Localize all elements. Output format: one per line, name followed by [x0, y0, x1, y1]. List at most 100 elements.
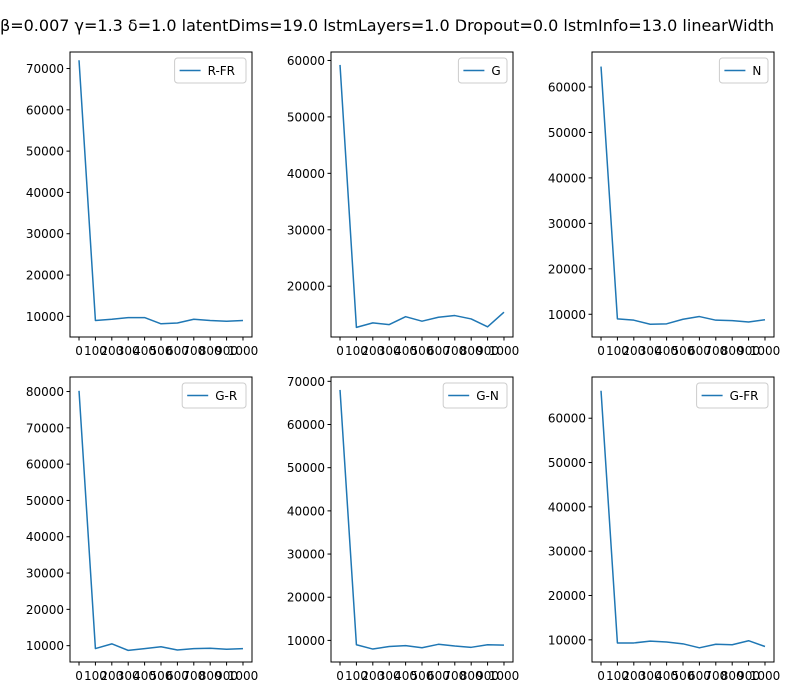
subplot-2: 20000 30000 40000 50000 60000 0 10020030040050…	[287, 51, 520, 358]
legend-box	[696, 382, 769, 409]
legend-box	[174, 57, 247, 84]
y-tick-label: 20000	[26, 269, 64, 283]
axes-frame	[69, 376, 253, 663]
y-tick-label: 20000	[548, 589, 586, 603]
x-tick-label: 700	[443, 344, 466, 358]
y-tick-label: 30000	[548, 217, 586, 231]
series-line-g	[339, 64, 505, 329]
legend: N	[718, 57, 769, 84]
x-tick-label: 500	[672, 669, 695, 683]
y-tick-label: 40000	[287, 167, 325, 181]
x-tick-label: 700	[704, 344, 727, 358]
legend: G-R	[181, 382, 247, 409]
x-tick-label: 400	[133, 669, 156, 683]
x-tick-label: 100	[345, 344, 368, 358]
x-tick-label: 200	[361, 669, 384, 683]
x-tick-label: 300	[117, 669, 140, 683]
y-tick-label: 60000	[26, 103, 64, 117]
x-tick-label: 700	[182, 344, 205, 358]
x-tick-label: 400	[133, 344, 156, 358]
series-line-g-fr	[600, 390, 766, 649]
subplot-4: 1000020000300004000050000600007000080000…	[26, 376, 259, 683]
x-tick-label: 0	[597, 669, 605, 683]
x-tick-label: 0	[597, 344, 605, 358]
x-tick-label: 0	[75, 344, 83, 358]
x-tick-label: 900	[737, 669, 760, 683]
x-tick-label: 100	[345, 669, 368, 683]
y-tick-label: 50000	[26, 494, 64, 508]
x-tick-label: 1000	[228, 669, 259, 683]
legend: G-FR	[696, 382, 769, 409]
axes-frame	[69, 51, 253, 338]
y-tick-label: 40000	[26, 186, 64, 200]
y-tick-label: 70000	[287, 375, 325, 389]
x-tick-label: 0	[336, 669, 344, 683]
y-tick-label: 10000	[548, 308, 586, 322]
x-tick-label: 600	[166, 669, 189, 683]
x-tick-label: 300	[378, 344, 401, 358]
series-line-r-fr	[78, 60, 244, 325]
x-tick-label: 1000	[489, 669, 520, 683]
y-tick-label: 10000	[26, 639, 64, 653]
x-tick-label: 600	[427, 344, 450, 358]
subplot-1: 10000 20000 30000 40000 50000 60000 70000 0 1002…	[26, 51, 259, 358]
x-tick-label: 0	[75, 669, 83, 683]
x-tick-label: 200	[622, 344, 645, 358]
y-tick-label: 10000	[548, 633, 586, 647]
y-tick-label: 40000	[26, 530, 64, 544]
y-tick-label: 10000	[26, 310, 64, 324]
y-tick-label: 60000	[548, 412, 586, 426]
x-tick-label: 100	[84, 344, 107, 358]
figure-title: β=0.007 γ=1.3 δ=1.0 latentDims=19.0 lstm…	[0, 16, 774, 35]
x-tick-label: 300	[639, 669, 662, 683]
x-tick-label: 900	[737, 344, 760, 358]
legend-label: G-R	[215, 389, 237, 403]
y-tick-label: 20000	[287, 591, 325, 605]
subplot-3: 10000 20000 30000 40000 50000 60000 0 100200300…	[548, 51, 781, 358]
x-tick-label: 500	[411, 669, 434, 683]
y-tick-label: 30000	[548, 545, 586, 559]
x-tick-label: 600	[688, 344, 711, 358]
x-tick-label: 900	[476, 344, 499, 358]
x-tick-label: 400	[394, 669, 417, 683]
x-tick-label: 500	[672, 344, 695, 358]
legend-box	[442, 382, 508, 409]
x-tick-label: 100	[84, 669, 107, 683]
x-tick-label: 600	[427, 669, 450, 683]
y-tick-label: 40000	[548, 171, 586, 185]
y-tick-label: 30000	[26, 227, 64, 241]
y-tick-label: 80000	[26, 385, 64, 399]
x-tick-label: 400	[655, 669, 678, 683]
x-tick-label: 1000	[750, 344, 781, 358]
x-tick-label: 100	[606, 344, 629, 358]
y-tick-label: 50000	[26, 145, 64, 159]
x-tick-label: 300	[639, 344, 662, 358]
x-tick-label: 600	[166, 344, 189, 358]
series-line-g-r	[78, 390, 244, 652]
x-tick-label: 800	[721, 344, 744, 358]
x-tick-label: 1000	[489, 344, 520, 358]
x-tick-label: 600	[688, 669, 711, 683]
x-tick-label: 200	[100, 669, 123, 683]
y-tick-label: 50000	[287, 110, 325, 124]
x-tick-label: 200	[100, 344, 123, 358]
axes-frame	[591, 51, 775, 338]
x-tick-label: 0	[336, 344, 344, 358]
y-tick-label: 30000	[287, 223, 325, 237]
x-tick-label: 200	[622, 669, 645, 683]
y-tick-label: 50000	[548, 126, 586, 140]
series-line-n	[600, 66, 766, 326]
y-tick-label: 70000	[26, 421, 64, 435]
x-tick-label: 1000	[228, 344, 259, 358]
x-tick-label: 800	[199, 344, 222, 358]
x-tick-label: 500	[411, 344, 434, 358]
x-tick-label: 200	[361, 344, 384, 358]
subplot-6: 10000 20000 30000 40000 50000 60000 0 100200300…	[548, 376, 780, 683]
legend-label: G	[491, 64, 500, 78]
legend-label: R-FR	[208, 64, 235, 78]
x-tick-label: 800	[721, 669, 744, 683]
series-line-g-n	[339, 389, 504, 650]
x-tick-label: 700	[443, 669, 466, 683]
